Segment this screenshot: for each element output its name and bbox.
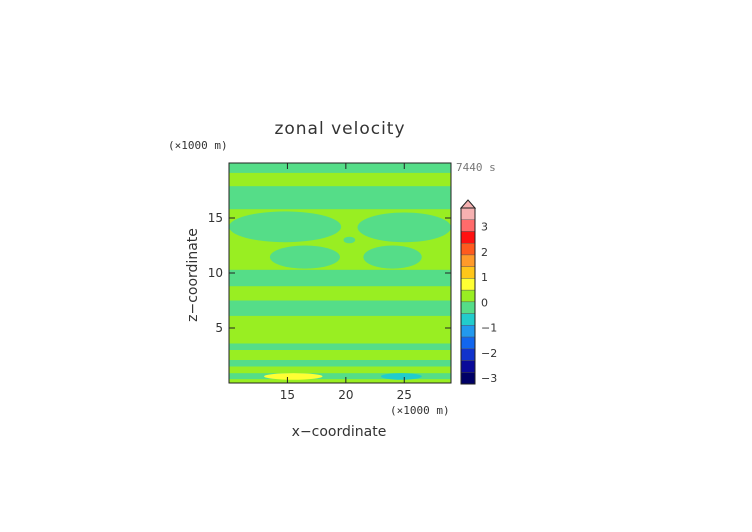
y-tick-label-0: 5 <box>215 321 223 335</box>
band-9 <box>229 269 451 287</box>
region-1 <box>343 236 356 244</box>
colorbar-frame <box>460 207 476 385</box>
band-11 <box>229 186 451 210</box>
colorbar-tick-label-4: −1 <box>481 322 497 335</box>
colorbar-swatch-9 <box>460 313 476 326</box>
colorbar-swatch-3 <box>460 242 476 256</box>
region-0 <box>228 211 342 243</box>
band-13 <box>229 163 451 173</box>
colorbar-swatch-1 <box>460 219 476 232</box>
y-axis-label: z−coordinate <box>185 228 201 322</box>
band-3 <box>229 359 451 367</box>
colorbar-tick-label-2: 1 <box>481 271 488 284</box>
band-0 <box>229 379 451 383</box>
band-4 <box>229 350 451 360</box>
colorbar-tick-label-6: −3 <box>481 372 497 385</box>
colorbar-tick-label-3: 0 <box>481 296 488 309</box>
band-7 <box>229 300 451 316</box>
colorbar-tick-label-0: 3 <box>481 221 488 234</box>
band-12 <box>229 172 451 187</box>
colorbar-swatch-12 <box>460 348 476 361</box>
time-label: 7440 s <box>456 161 496 174</box>
x-axis-label: x−coordinate <box>292 424 387 440</box>
y-tick-label-1: 10 <box>208 266 223 280</box>
region-2 <box>357 212 451 243</box>
x-axis-unit: (×1000 m) <box>390 404 450 417</box>
y-axis-unit: (×1000 m) <box>168 139 228 152</box>
band-6 <box>229 315 451 344</box>
colorbar-swatch-11 <box>460 336 476 350</box>
band-8 <box>229 286 451 301</box>
band-5 <box>229 343 451 350</box>
colorbar-swatch-7 <box>460 289 476 303</box>
region-3 <box>269 245 340 269</box>
region-4 <box>363 245 422 269</box>
colorbar-swatch-2 <box>460 231 476 244</box>
colorbar-swatch-14 <box>460 372 476 385</box>
y-tick-label-2: 15 <box>208 211 223 225</box>
colorbar-swatch-8 <box>460 301 476 314</box>
colorbar-arrow <box>459 199 477 209</box>
band-2 <box>229 366 451 374</box>
region-5 <box>264 373 323 380</box>
chart-title: zonal velocity <box>274 119 405 139</box>
band-1 <box>229 373 451 380</box>
axes: 15 20 25 5 10 15 <box>208 162 452 402</box>
colorbar-swatch-0 <box>460 207 476 220</box>
colorbar-tick-label-1: 2 <box>481 246 488 259</box>
colorbar-swatch-13 <box>460 360 476 373</box>
x-tick-label-2: 25 <box>397 388 412 402</box>
colorbar-tick-label-5: −2 <box>481 347 497 360</box>
plot-area <box>228 163 451 383</box>
colorbar-swatch-5 <box>460 266 476 279</box>
x-tick-label-1: 20 <box>338 388 353 402</box>
region-6 <box>380 373 422 380</box>
x-tick-label-0: 15 <box>280 388 295 402</box>
colorbar-swatch-6 <box>460 278 476 291</box>
colorbar-swatch-4 <box>460 254 476 267</box>
colorbar: 3 2 1 0 −1 −2 −3 <box>459 199 497 385</box>
colorbar-swatch-10 <box>460 325 476 338</box>
